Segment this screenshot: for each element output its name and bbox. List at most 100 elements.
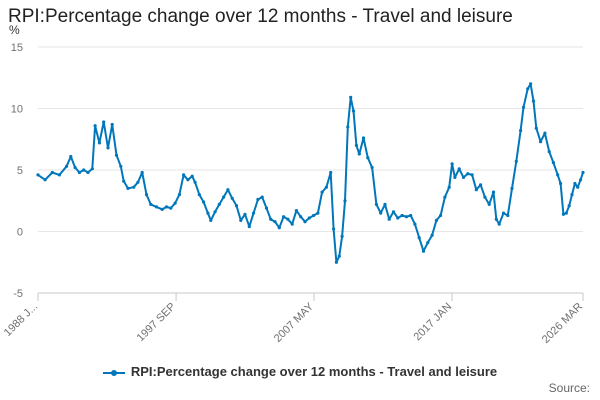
data-point — [303, 220, 307, 224]
data-point — [217, 202, 221, 206]
data-point — [434, 218, 438, 222]
data-point — [316, 211, 320, 215]
data-point — [413, 222, 417, 226]
data-point — [521, 105, 526, 109]
data-point — [421, 249, 426, 253]
data-point — [450, 162, 454, 166]
data-point — [332, 227, 336, 231]
data-point — [260, 195, 264, 199]
data-point — [230, 196, 234, 200]
x-axis: 1988 J... 1997 SEP 2007 MAY 2017 JAN 2026 MA… — [2, 293, 585, 346]
data-point — [529, 82, 533, 86]
data-point — [119, 164, 123, 168]
data-point — [312, 213, 316, 218]
data-point — [73, 165, 77, 170]
data-point — [547, 150, 551, 154]
data-point — [404, 215, 408, 219]
y-tick-label: -5 — [13, 288, 23, 300]
data-point — [282, 215, 286, 219]
data-point — [90, 167, 94, 171]
legend-entry[interactable]: RPI:Percentage change over 12 months - T… — [130, 364, 498, 379]
data-point — [57, 173, 62, 177]
source-label: Source: — [548, 381, 590, 395]
data-point — [501, 211, 506, 215]
data-point — [36, 173, 40, 177]
y-tick-label: 5 — [17, 165, 23, 177]
data-point — [491, 190, 496, 194]
data-point — [337, 254, 341, 258]
data-point — [457, 167, 461, 171]
data-point — [559, 181, 563, 186]
data-point — [243, 212, 247, 216]
data-point — [447, 185, 451, 189]
data-point — [417, 236, 421, 240]
data-point — [202, 200, 206, 204]
x-tick-label: 2026 MAR — [540, 301, 585, 346]
data-point — [543, 131, 547, 135]
data-point — [324, 185, 328, 189]
data-point — [409, 213, 413, 218]
data-point — [370, 165, 374, 170]
data-point — [65, 164, 69, 168]
data-point — [299, 215, 303, 219]
data-point — [82, 168, 86, 172]
data-point — [286, 217, 290, 221]
data-point — [354, 143, 358, 147]
data-point — [374, 202, 378, 206]
data-point — [50, 170, 54, 175]
data-point — [379, 211, 383, 215]
data-point — [461, 175, 466, 179]
data-point — [351, 109, 356, 113]
data-point — [290, 222, 294, 226]
data-point — [426, 241, 430, 245]
data-point — [173, 201, 177, 205]
data-point — [453, 175, 457, 179]
data-point — [222, 195, 226, 199]
data-point — [264, 206, 269, 210]
data-point — [573, 181, 577, 186]
data-point — [539, 140, 543, 144]
data-point — [479, 183, 483, 187]
data-point — [497, 222, 501, 226]
data-point — [349, 95, 353, 99]
data-point — [213, 210, 217, 214]
data-point — [144, 193, 149, 197]
x-tick-label: 2017 JAN — [412, 301, 455, 344]
data-point — [443, 195, 447, 199]
data-point — [366, 156, 370, 160]
data-point — [206, 211, 210, 215]
data-point — [531, 99, 536, 103]
data-point — [106, 146, 110, 150]
data-point — [581, 170, 585, 175]
data-point — [307, 216, 311, 220]
data-point — [334, 260, 338, 264]
data-series — [36, 82, 585, 264]
data-point — [209, 218, 213, 222]
data-point — [400, 213, 404, 218]
data-point — [269, 217, 273, 221]
data-point — [126, 186, 130, 190]
data-point — [102, 120, 106, 124]
data-point — [239, 218, 243, 222]
data-point — [567, 204, 571, 208]
data-point — [576, 185, 580, 189]
data-point — [466, 172, 470, 176]
data-point — [136, 180, 140, 184]
data-point — [193, 180, 197, 184]
data-point — [510, 186, 514, 190]
data-point — [474, 188, 478, 192]
data-point — [252, 211, 256, 215]
data-point — [483, 195, 487, 199]
data-point — [579, 178, 583, 182]
legend[interactable]: RPI:Percentage change over 12 months - T… — [0, 364, 600, 379]
data-point — [186, 178, 190, 182]
grid — [38, 46, 583, 294]
data-point — [383, 202, 387, 206]
series-line — [37, 82, 584, 264]
y-tick-label: 15 — [11, 42, 23, 54]
data-point — [514, 159, 518, 163]
data-point — [439, 213, 443, 218]
data-point — [570, 193, 574, 197]
data-point — [551, 161, 556, 165]
data-point — [277, 226, 281, 230]
